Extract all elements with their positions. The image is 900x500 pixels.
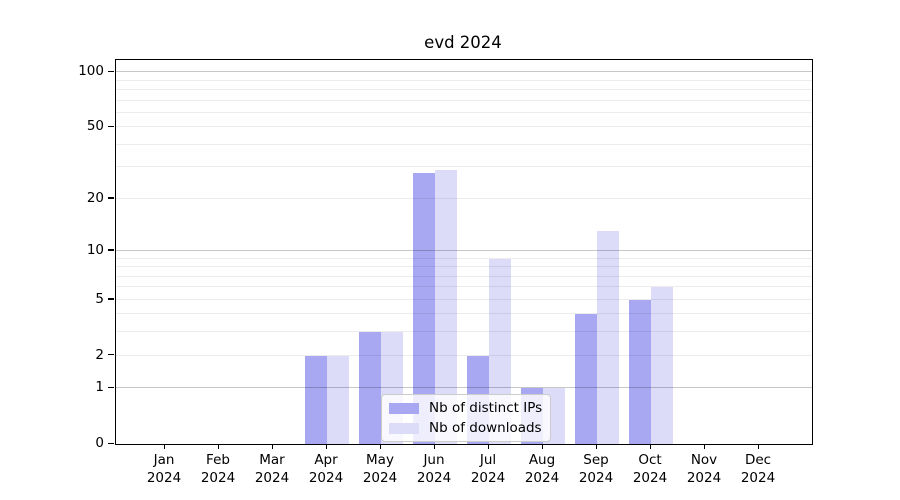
y-tick-mark <box>108 386 114 389</box>
x-tick-mark <box>487 444 489 449</box>
bar-ips-may <box>359 332 381 444</box>
legend: Nb of distinct IPs Nb of downloads <box>381 394 552 442</box>
gridline-major <box>116 71 812 73</box>
gridline-minor <box>116 266 812 267</box>
y-tick-mark <box>108 125 114 128</box>
x-tick-mark <box>703 444 705 449</box>
gridline-minor <box>116 257 812 259</box>
gridline-minor <box>116 313 812 315</box>
x-tick-label-mar: Mar 2024 <box>254 452 290 486</box>
legend-item-downloads: Nb of downloads <box>389 420 542 436</box>
y-tick-label: 100 <box>78 63 104 80</box>
gridline-minor <box>116 166 812 168</box>
bar-ips-sep <box>575 314 597 444</box>
bar-ips-apr <box>305 355 327 444</box>
chart-title: evd 2024 <box>424 33 502 52</box>
x-tick-label-jan: Jan 2024 <box>146 452 182 486</box>
legend-label-distinct-ips: Nb of distinct IPs <box>429 400 543 416</box>
x-tick-label-jul: Jul 2024 <box>470 452 506 486</box>
gridline-minor <box>116 331 812 333</box>
y-tick-mark <box>108 249 114 251</box>
x-tick-label-nov: Nov 2024 <box>686 452 722 486</box>
gridline-major <box>116 387 812 389</box>
y-tick-mark <box>108 354 114 356</box>
y-tick-mark <box>108 442 114 444</box>
y-tick-label: 2 <box>95 346 104 363</box>
legend-label-downloads: Nb of downloads <box>429 420 542 436</box>
y-tick-label: 5 <box>95 290 104 307</box>
y-tick-label: 0 <box>95 435 104 451</box>
x-tick-mark <box>649 444 651 449</box>
gridline-minor <box>116 298 812 300</box>
x-tick-mark <box>595 444 597 449</box>
bar-downloads-apr <box>327 355 349 444</box>
legend-swatch-downloads <box>389 422 419 434</box>
plot-area: Nb of distinct IPs Nb of downloads <box>115 59 813 445</box>
y-tick-label: 50 <box>86 118 104 135</box>
x-tick-mark <box>271 444 273 449</box>
bar-downloads-jun <box>435 170 457 444</box>
x-tick-label-aug: Aug 2024 <box>524 452 560 486</box>
gridline-minor <box>116 143 812 145</box>
gridline-minor <box>116 126 812 128</box>
x-tick-label-may: May 2024 <box>362 452 398 486</box>
bar-ips-jun <box>413 172 435 444</box>
x-tick-mark <box>541 444 543 449</box>
legend-swatch-distinct-ips <box>389 402 419 414</box>
gridline-minor <box>116 354 812 356</box>
x-tick-mark <box>163 444 165 449</box>
x-tick-label-feb: Feb 2024 <box>200 452 236 486</box>
gridline-minor <box>116 286 812 288</box>
legend-item-distinct-ips: Nb of distinct IPs <box>389 400 542 416</box>
y-tick-mark <box>108 70 114 73</box>
y-tick-label: 10 <box>86 241 104 258</box>
bar-downloads-sep <box>597 231 619 444</box>
gridline-minor <box>116 79 812 81</box>
gridline-minor <box>116 89 812 90</box>
x-tick-label-apr: Apr 2024 <box>308 452 344 486</box>
y-tick-label: 20 <box>86 189 104 206</box>
gridline-minor <box>116 99 812 101</box>
y-tick-label: 1 <box>95 379 104 396</box>
x-tick-mark <box>757 444 759 449</box>
x-tick-label-jun: Jun 2024 <box>416 452 452 486</box>
x-tick-label-dec: Dec 2024 <box>740 452 776 486</box>
x-tick-mark <box>217 444 219 449</box>
gridline-major <box>116 249 812 251</box>
y-tick-mark <box>108 298 114 300</box>
gridline-minor <box>116 111 812 113</box>
x-tick-mark <box>433 444 435 449</box>
gridline-minor <box>116 275 812 277</box>
gridline-minor <box>116 197 812 199</box>
x-tick-label-sep: Sep 2024 <box>578 452 614 486</box>
x-tick-mark <box>379 444 381 449</box>
x-tick-label-oct: Oct 2024 <box>632 452 668 486</box>
x-tick-mark <box>325 444 327 449</box>
bar-ips-oct <box>629 299 651 444</box>
bar-downloads-oct <box>651 287 673 444</box>
y-tick-mark <box>108 197 114 199</box>
